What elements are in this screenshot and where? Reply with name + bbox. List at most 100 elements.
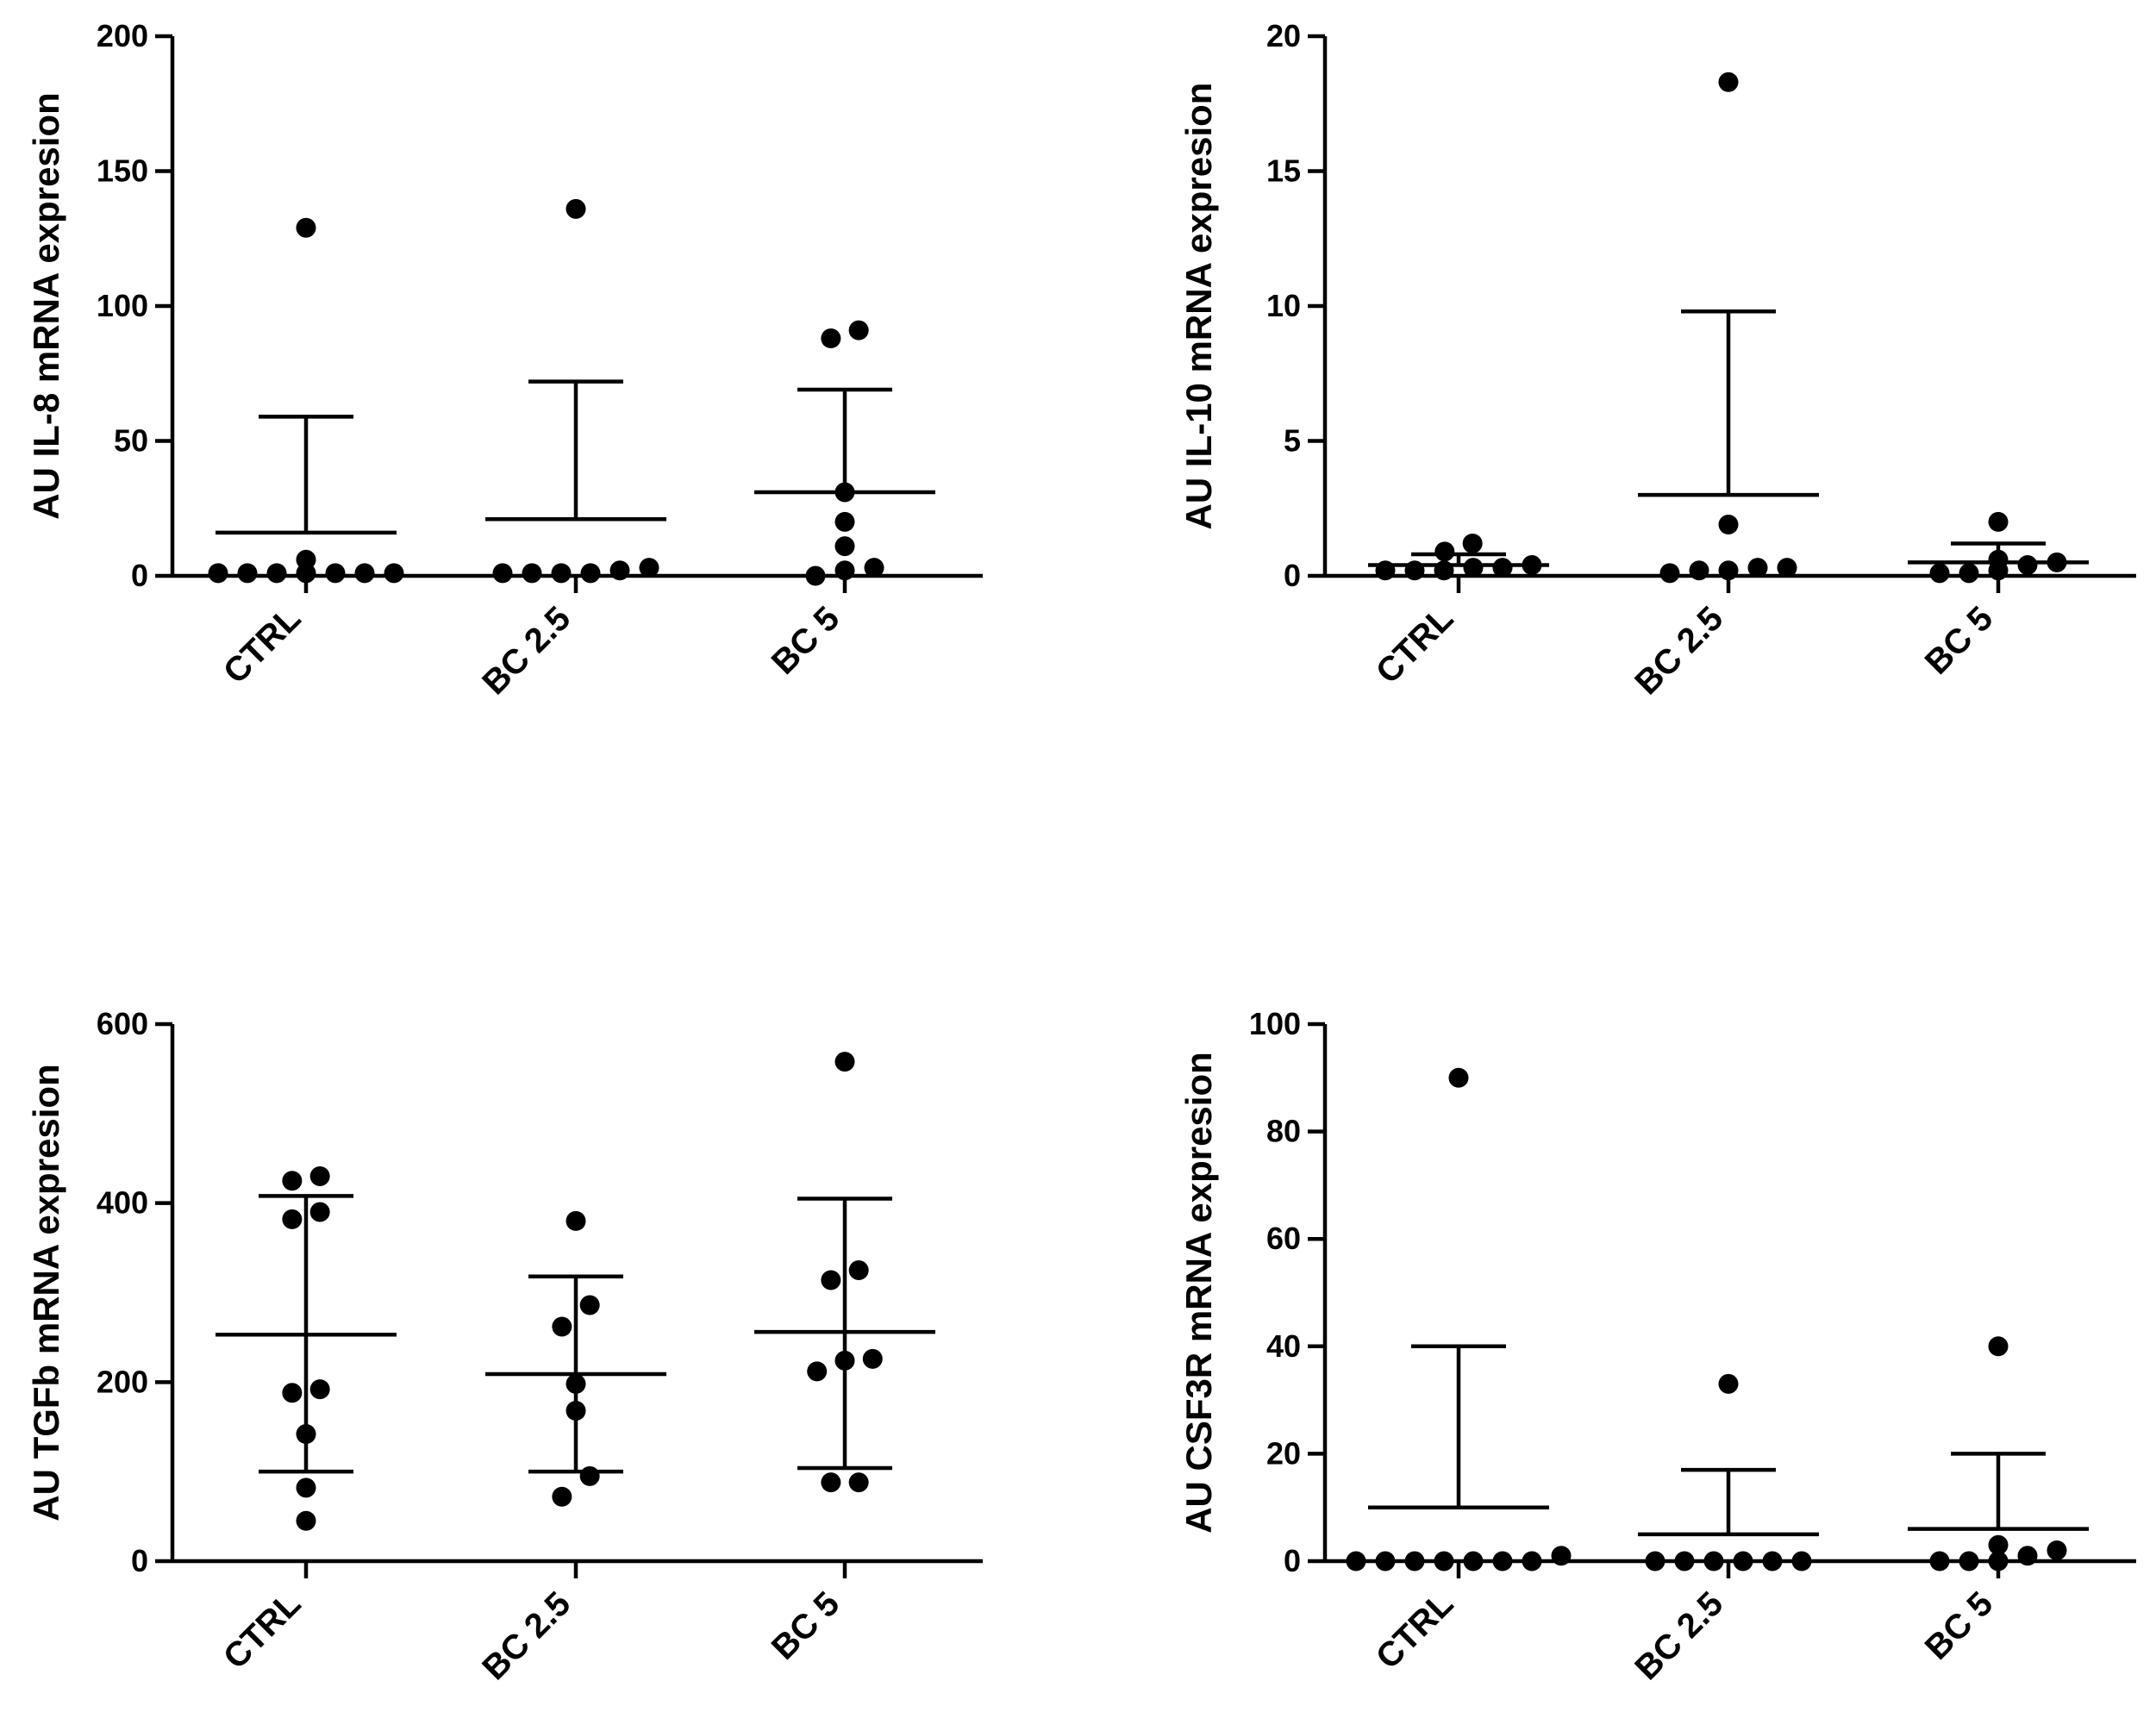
x-tick-label: BC 2.5 <box>475 599 578 702</box>
data-point <box>1791 1551 1812 1571</box>
data-point <box>1522 1551 1542 1571</box>
x-tick-label: CTRL <box>216 599 309 691</box>
y-tick-label: 100 <box>97 288 148 323</box>
data-point <box>2047 1540 2067 1561</box>
data-point <box>1733 1551 1753 1571</box>
y-tick-label: 100 <box>1249 1006 1301 1041</box>
y-tick-label: 0 <box>1284 558 1301 593</box>
x-tick-label: BC 5 <box>765 1584 847 1667</box>
data-point <box>282 1209 303 1229</box>
data-point <box>384 563 404 584</box>
data-point <box>551 563 572 584</box>
chart-panel-il10: 0 5 10 15 20 AU IL-10 mRNA expresion CTRL BC 2.… <box>1178 18 2136 702</box>
x-tick-label: CTRL <box>1369 1584 1461 1677</box>
data-point <box>1703 1551 1724 1571</box>
data-point <box>1674 1551 1695 1571</box>
data-point <box>1929 1551 1950 1571</box>
data-point <box>579 1295 600 1315</box>
y-axis-title: AU IL-8 mRNA expresion <box>26 92 66 520</box>
data-point <box>1346 1551 1366 1571</box>
data-point <box>821 1472 841 1493</box>
y-tick-label: 600 <box>97 1006 148 1041</box>
data-point <box>1689 560 1709 581</box>
data-point <box>552 1316 572 1337</box>
y-tick-label: 400 <box>97 1185 148 1221</box>
y-tick-label: 200 <box>97 1364 148 1399</box>
data-point <box>848 1472 869 1493</box>
data-point <box>1988 1551 2009 1571</box>
data-point <box>1777 558 1797 578</box>
data-point <box>282 1383 303 1403</box>
data-point <box>1448 1067 1469 1088</box>
y-axis-title: AU TGFb mRNA expresion <box>26 1064 66 1521</box>
data-point <box>864 558 884 578</box>
data-point <box>807 1361 828 1382</box>
data-point <box>639 558 659 578</box>
data-point <box>1718 515 1739 535</box>
y-tick-label: 10 <box>1266 288 1301 323</box>
data-point <box>1645 1551 1665 1571</box>
data-point <box>805 565 826 586</box>
data-point <box>609 560 630 581</box>
data-point <box>1929 563 1950 584</box>
y-tick-label: 20 <box>1266 18 1301 53</box>
y-tick-label: 80 <box>1266 1114 1301 1149</box>
data-point <box>1492 558 1513 578</box>
data-point <box>296 1510 316 1531</box>
data-point <box>1959 563 1979 584</box>
x-tick-label: BC 5 <box>1918 1584 2001 1667</box>
data-point <box>862 1348 883 1369</box>
data-point <box>552 1486 572 1507</box>
data-point <box>309 1166 330 1187</box>
data-point <box>1551 1546 1572 1566</box>
data-point <box>1747 558 1768 578</box>
y-tick-label: 40 <box>1266 1328 1301 1364</box>
data-point <box>1434 541 1455 562</box>
chart-panel-csf3r: 0 20 40 60 80 100 AU CSF3R mRNA expresion CTRL B… <box>1178 1006 2136 1687</box>
data-point <box>834 1052 855 1072</box>
x-tick-label: BC 2.5 <box>475 1584 578 1687</box>
data-point <box>325 563 346 584</box>
data-point <box>1988 511 2009 532</box>
data-point <box>834 560 855 581</box>
y-tick-label: 0 <box>1284 1543 1301 1578</box>
y-tick-label: 5 <box>1284 423 1301 459</box>
y-tick-label: 20 <box>1266 1435 1301 1471</box>
data-point <box>296 1478 316 1498</box>
x-tick-label: BC 2.5 <box>1628 599 1730 702</box>
data-point <box>2017 554 2038 575</box>
y-tick-label: 15 <box>1266 153 1301 189</box>
y-tick-label: 200 <box>97 18 148 53</box>
data-point <box>208 563 228 584</box>
data-point <box>566 1210 586 1231</box>
y-tick-label: 60 <box>1266 1221 1301 1256</box>
data-point <box>492 563 513 584</box>
data-point <box>354 563 375 584</box>
data-point <box>580 563 601 584</box>
data-point <box>821 328 841 349</box>
data-point <box>848 1260 869 1281</box>
data-point <box>1404 1551 1425 1571</box>
y-axis-title: AU IL-10 mRNA expresion <box>1178 83 1219 530</box>
y-tick-label: 0 <box>131 1543 148 1578</box>
data-point <box>1434 1551 1454 1571</box>
data-point <box>266 563 287 584</box>
data-point <box>1718 72 1739 92</box>
y-tick-label: 50 <box>114 423 148 459</box>
data-point <box>1463 1551 1484 1571</box>
x-tick-label: BC 5 <box>765 599 847 682</box>
data-point <box>834 536 855 557</box>
data-point <box>309 1202 330 1222</box>
data-point <box>1659 563 1680 584</box>
data-point <box>296 217 316 238</box>
data-point <box>1988 1336 2009 1357</box>
chart-panel-tgfb: 0 200 400 600 AU TGFb mRNA expresion CTRL BC 2… <box>26 1006 983 1687</box>
chart-panel-il8: 0 50 100 150 200 AU IL-8 mRNA expresion CTRL BC… <box>26 18 983 702</box>
data-point <box>1718 560 1739 581</box>
x-tick-label: BC 2.5 <box>1628 1584 1730 1687</box>
data-point <box>1762 1551 1783 1571</box>
data-point <box>579 1465 600 1486</box>
x-tick-label: CTRL <box>1369 599 1461 691</box>
data-point <box>848 320 869 341</box>
